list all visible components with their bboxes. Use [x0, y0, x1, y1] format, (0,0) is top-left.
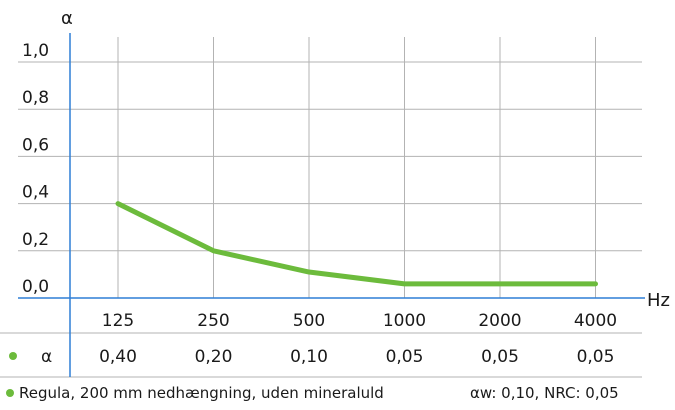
x-tick-label: 4000 — [574, 311, 617, 331]
y-axis-label: α — [61, 8, 73, 29]
y-tick-label: 0,2 — [22, 230, 49, 250]
table-cell: 0,05 — [481, 347, 519, 367]
x-tick-label: 500 — [293, 311, 325, 331]
y-tick-label: 1,0 — [22, 41, 49, 61]
x-tick-labels: 125 250 500 1000 2000 4000 — [102, 311, 617, 331]
table-row: 0,40 0,20 0,10 0,05 0,05 0,05 — [99, 347, 614, 367]
y-tick-label: 0,4 — [22, 183, 49, 203]
row-marker-dot — [9, 352, 17, 360]
y-tick-labels: 0,0 0,2 0,4 0,6 0,8 1,0 — [22, 41, 49, 297]
x-tick-label: 250 — [197, 311, 229, 331]
x-tick-label: 1000 — [383, 311, 426, 331]
y-tick-label: 0,6 — [22, 135, 49, 155]
x-tick-label: 125 — [102, 311, 134, 331]
y-tick-label: 0,8 — [22, 88, 49, 108]
table-cell: 0,20 — [195, 347, 233, 367]
series-line — [115, 201, 598, 287]
x-tick-label: 2000 — [478, 311, 521, 331]
table-cell: 0,40 — [99, 347, 137, 367]
table-cell: 0,05 — [577, 347, 615, 367]
legend: Regula, 200 mm nedhængning, uden mineral… — [6, 384, 619, 402]
x-axis-label: Hz — [647, 290, 670, 311]
legend-label: Regula, 200 mm nedhængning, uden mineral… — [19, 384, 384, 402]
table-row-label: α — [41, 347, 52, 367]
table-cell: 0,10 — [290, 347, 328, 367]
legend-dot — [6, 388, 14, 397]
acoustic-chart: 0,0 0,2 0,4 0,6 0,8 1,0 125 250 500 1000 2000 4000… — [0, 8, 670, 378]
legend-stats: αw: 0,10, NRC: 0,05 — [470, 384, 619, 402]
y-tick-label: 0,0 — [22, 277, 49, 297]
table-cell: 0,05 — [386, 347, 424, 367]
